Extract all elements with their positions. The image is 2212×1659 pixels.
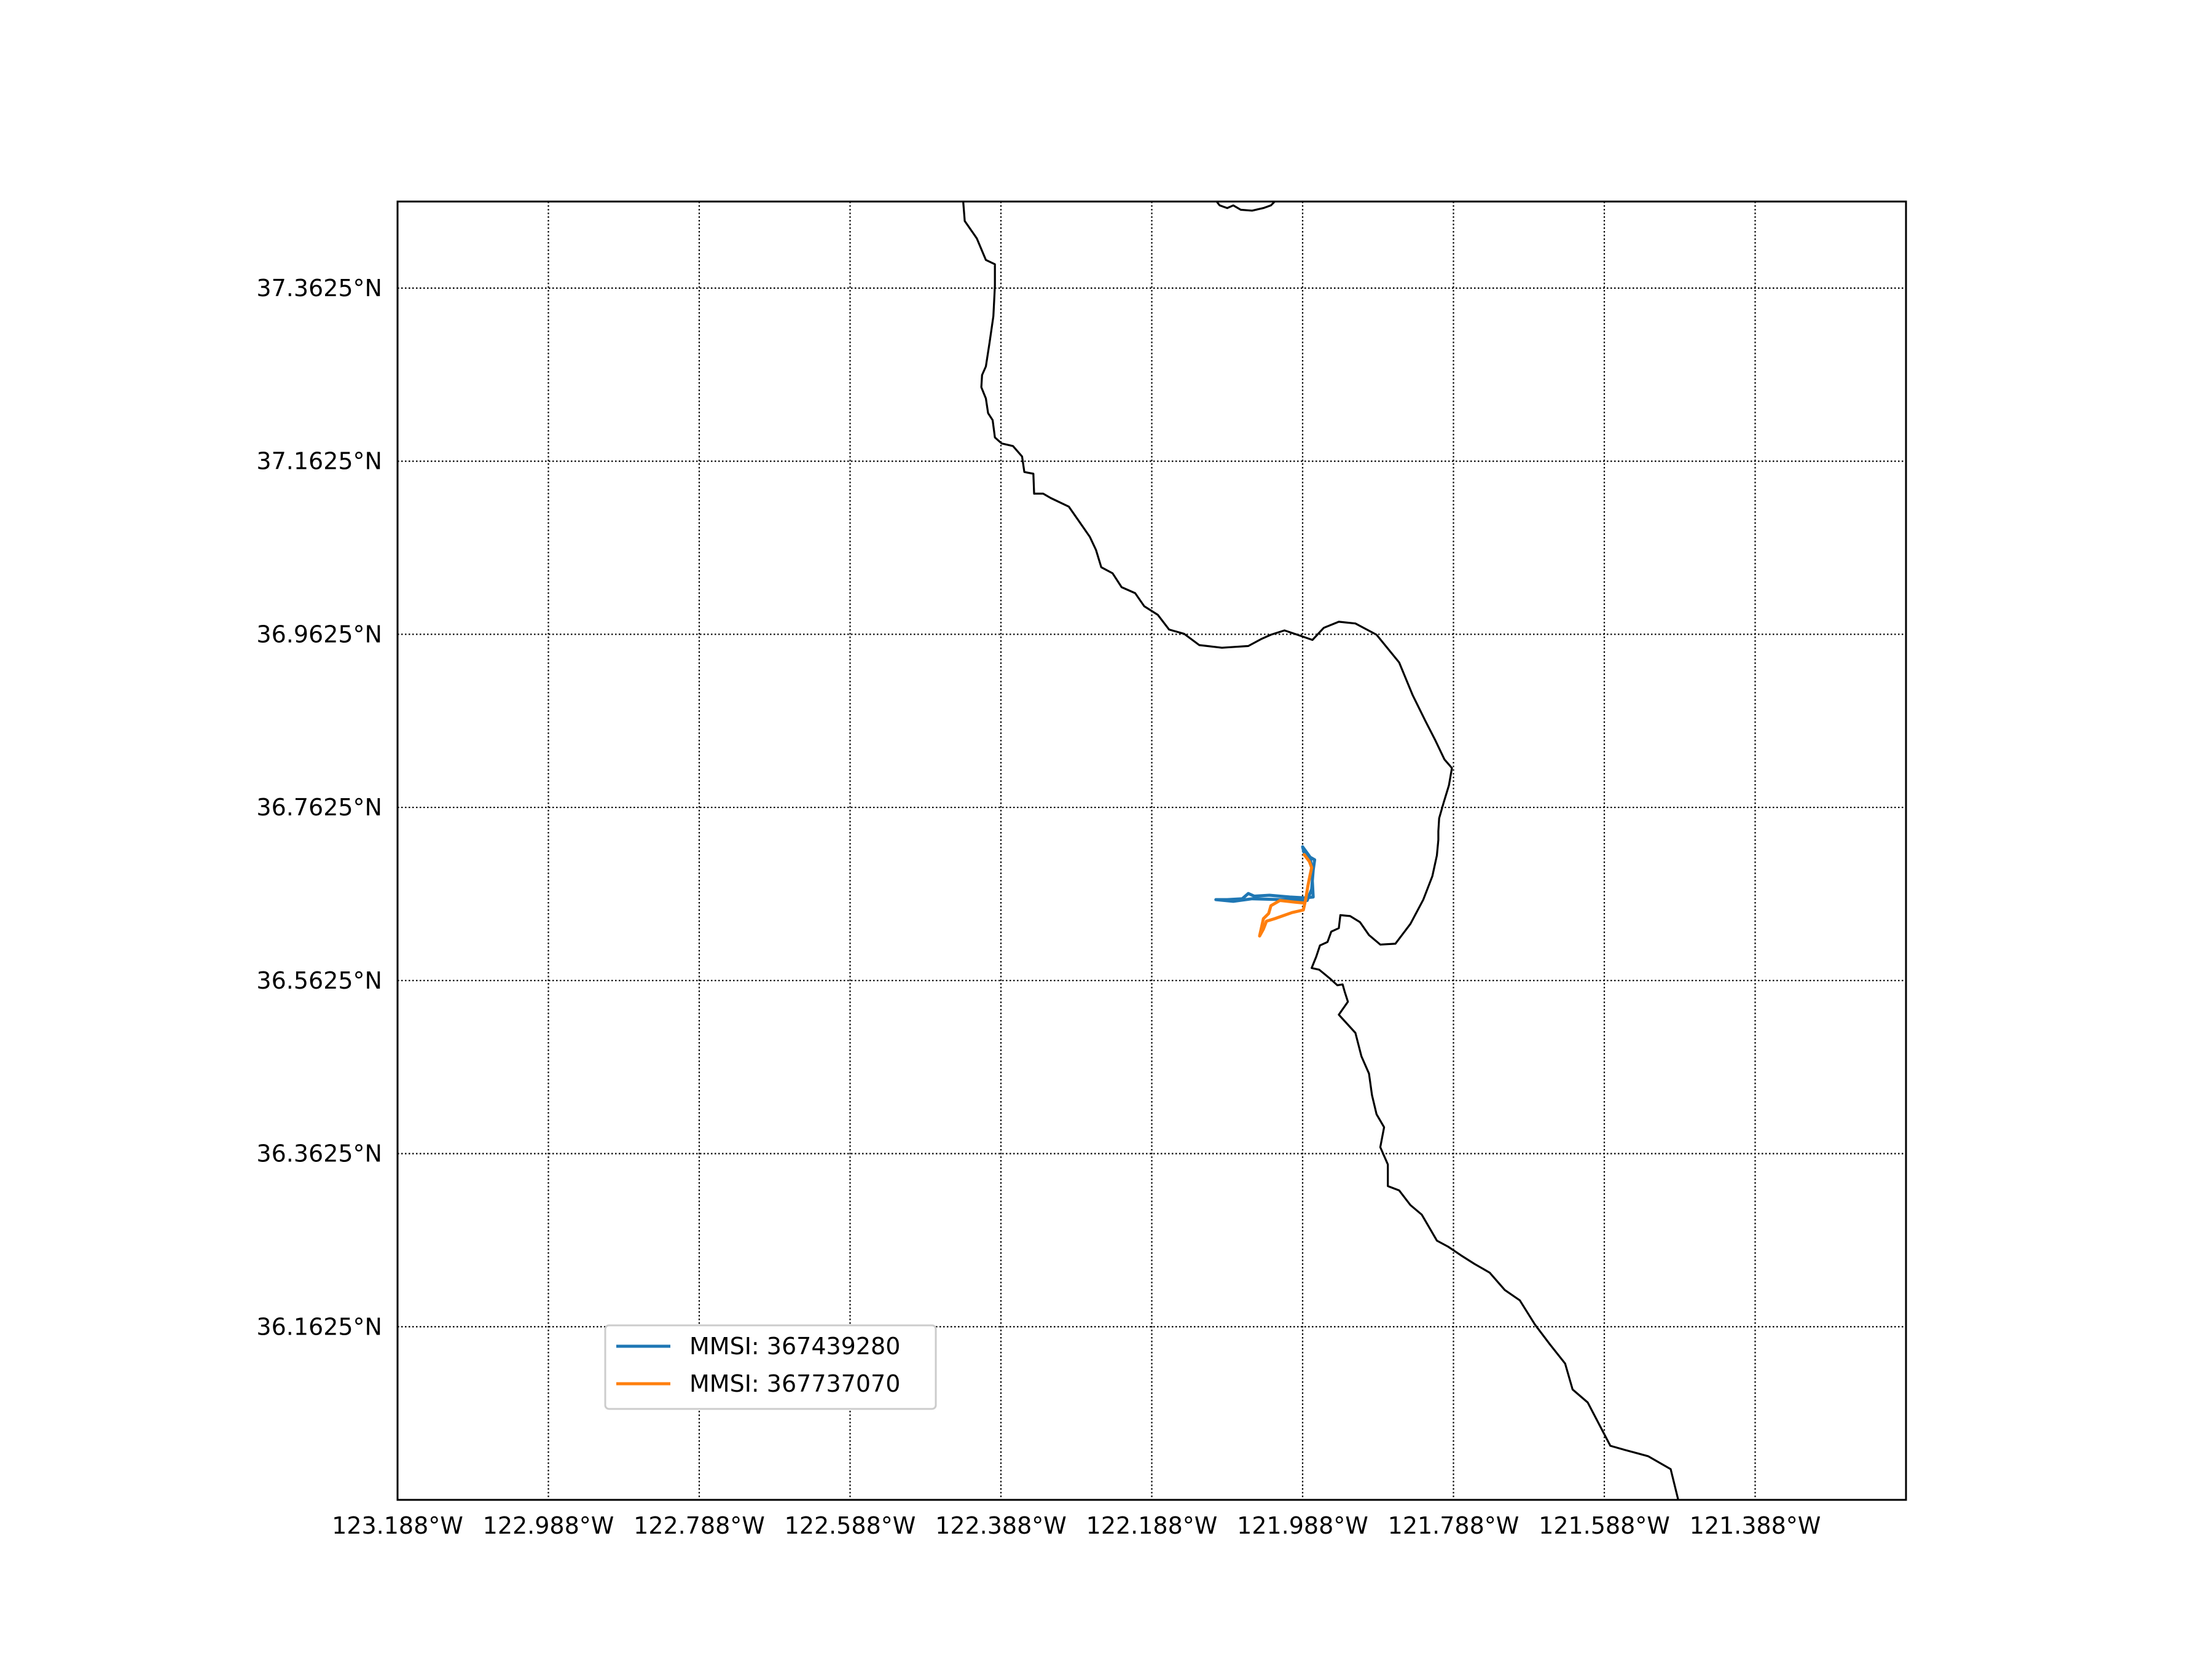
coastline-north [1215, 200, 1276, 212]
x-tick-label: 122.588°W [785, 1512, 916, 1539]
x-tick-label: 122.788°W [633, 1512, 765, 1539]
coastline [962, 200, 1679, 1500]
y-tick-label: 37.1625°N [256, 448, 382, 475]
x-tick-label: 121.788°W [1388, 1512, 1520, 1539]
y-tick-label: 36.5625°N [256, 967, 382, 994]
y-tick-label: 36.7625°N [256, 794, 382, 821]
legend-box [604, 1324, 937, 1410]
x-tick-label: 121.388°W [1690, 1512, 1821, 1539]
x-tick-label: 121.588°W [1539, 1512, 1670, 1539]
legend: MMSI: 367439280 MMSI: 367737070 [604, 1324, 937, 1410]
y-tick-label: 36.3625°N [256, 1140, 382, 1167]
vessel-track-2 [1258, 853, 1314, 938]
x-tick-label: 123.188°W [332, 1512, 463, 1539]
vessel-tracks [1214, 845, 1317, 938]
y-tick-labels: 37.3625°N 37.1625°N 36.9625°N 36.7625°N 36.5… [256, 275, 382, 1340]
plot-frame [396, 200, 1907, 1501]
vessel-track-1 [1214, 845, 1317, 903]
x-tick-label: 122.388°W [935, 1512, 1067, 1539]
y-tick-label: 36.9625°N [256, 621, 382, 648]
gridlines [398, 202, 1906, 1500]
y-tick-label: 37.3625°N [256, 275, 382, 302]
x-tick-label: 122.188°W [1086, 1512, 1218, 1539]
x-tick-label: 121.988°W [1237, 1512, 1368, 1539]
legend-label-2: MMSI: 367737070 [689, 1370, 900, 1397]
y-tick-label: 36.1625°N [256, 1313, 382, 1340]
coastline-main [962, 201, 1679, 1500]
legend-label-1: MMSI: 367439280 [689, 1333, 900, 1360]
x-tick-label: 122.988°W [483, 1512, 614, 1539]
x-tick-labels: 123.188°W 122.988°W 122.788°W 122.588°W 122.… [332, 1512, 1821, 1539]
